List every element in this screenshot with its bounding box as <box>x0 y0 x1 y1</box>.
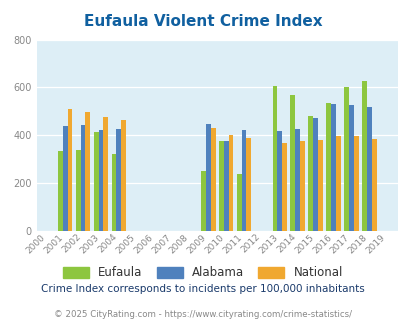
Bar <box>317 140 322 231</box>
Bar <box>85 112 90 231</box>
Bar <box>223 141 228 231</box>
Bar <box>366 107 371 231</box>
Bar <box>290 95 294 231</box>
Bar <box>236 174 241 231</box>
Bar <box>76 150 81 231</box>
Bar <box>335 136 340 231</box>
Bar <box>343 87 348 231</box>
Legend: Eufaula, Alabama, National: Eufaula, Alabama, National <box>58 262 347 284</box>
Bar <box>218 141 223 231</box>
Bar <box>246 138 251 231</box>
Bar <box>200 171 205 231</box>
Bar <box>111 154 116 231</box>
Bar <box>281 143 286 231</box>
Bar <box>63 126 67 231</box>
Bar <box>299 141 304 231</box>
Bar <box>272 85 277 231</box>
Bar <box>326 103 330 231</box>
Bar <box>330 104 335 231</box>
Bar <box>58 151 63 231</box>
Bar <box>81 125 85 231</box>
Bar <box>121 120 126 231</box>
Bar <box>312 118 317 231</box>
Bar <box>348 105 353 231</box>
Bar <box>94 132 98 231</box>
Bar <box>277 131 281 231</box>
Bar <box>353 136 358 231</box>
Bar <box>371 139 375 231</box>
Bar <box>294 129 299 231</box>
Text: Eufaula Violent Crime Index: Eufaula Violent Crime Index <box>83 14 322 29</box>
Bar <box>307 116 312 231</box>
Bar <box>116 129 121 231</box>
Text: © 2025 CityRating.com - https://www.cityrating.com/crime-statistics/: © 2025 CityRating.com - https://www.city… <box>54 310 351 319</box>
Bar <box>210 128 215 231</box>
Text: Crime Index corresponds to incidents per 100,000 inhabitants: Crime Index corresponds to incidents per… <box>41 284 364 294</box>
Bar <box>98 130 103 231</box>
Bar <box>103 117 108 231</box>
Bar <box>67 109 72 231</box>
Bar <box>228 135 233 231</box>
Bar <box>241 130 246 231</box>
Bar <box>205 124 210 231</box>
Bar <box>361 81 366 231</box>
